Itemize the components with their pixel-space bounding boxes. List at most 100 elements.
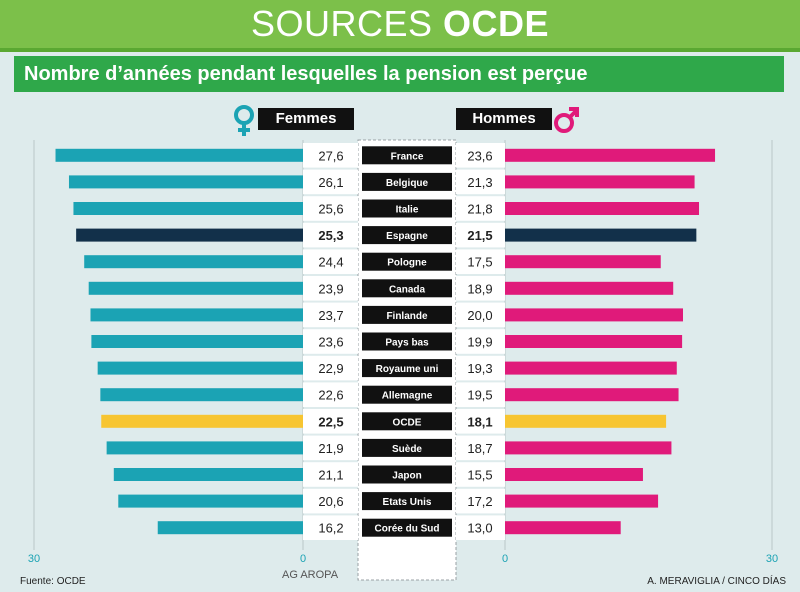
women-bar <box>84 255 303 269</box>
women-value-cell <box>303 302 358 328</box>
women-value-cell <box>303 515 358 540</box>
men-value-cell <box>456 355 505 381</box>
men-bar <box>505 441 672 455</box>
women-value-label: 22,9 <box>318 361 343 376</box>
country-label-bg <box>362 252 452 271</box>
women-value-label: 22,6 <box>318 388 343 403</box>
women-bar <box>113 468 303 481</box>
women-value-label: 23,6 <box>318 335 343 350</box>
women-bar <box>76 228 303 242</box>
men-value-label: 17,5 <box>467 255 492 270</box>
banner-rule <box>0 48 800 52</box>
country-label: Espagne <box>386 231 428 242</box>
country-label: Italie <box>396 205 419 216</box>
women-bar <box>88 281 304 295</box>
men-bar <box>505 228 697 242</box>
male-symbol-icon <box>554 107 579 133</box>
women-bar <box>101 414 303 428</box>
country-label-bg <box>362 359 452 378</box>
top-banner: SOURCES OCDE <box>0 0 800 48</box>
country-label: OCDE <box>393 417 422 428</box>
women-value-label: 25,3 <box>318 228 343 243</box>
women-bar <box>91 335 304 348</box>
country-label-bg <box>362 199 452 218</box>
men-value-cell <box>456 302 505 328</box>
women-value-cell <box>303 462 358 487</box>
men-bar <box>505 468 643 481</box>
country-label-bg <box>362 492 452 511</box>
country-label-bg <box>362 412 452 431</box>
country-label: Etats Unis <box>383 497 432 508</box>
legend-men-label: Hommes <box>456 108 552 130</box>
women-value-cell <box>303 488 358 514</box>
axis-ticks: 30 0 0 30 <box>28 553 778 565</box>
women-bar <box>90 308 304 322</box>
men-value-label: 21,5 <box>467 228 492 243</box>
men-value-cell <box>456 382 505 407</box>
country-label-bg <box>362 172 452 191</box>
men-value-label: 19,9 <box>467 335 492 350</box>
men-value-label: 18,7 <box>467 441 492 456</box>
men-bar <box>505 255 661 269</box>
banner-title: SOURCES OCDE <box>0 0 800 48</box>
women-value-label: 27,6 <box>318 148 343 163</box>
women-value-label: 24,4 <box>318 255 343 270</box>
female-symbol-icon <box>234 105 254 136</box>
country-label: Finlande <box>386 311 428 322</box>
women-value-cell <box>303 409 358 434</box>
women-value-label: 20,6 <box>318 494 343 509</box>
men-value-cell <box>456 488 505 514</box>
men-bar <box>505 494 659 508</box>
men-value-cell <box>456 435 505 461</box>
axis-tick-label: 0 <box>300 553 306 565</box>
axis-tick-label: 0 <box>502 553 508 565</box>
men-value-label: 21,8 <box>467 202 492 217</box>
men-value-label: 20,0 <box>467 308 492 323</box>
men-bar <box>505 388 679 402</box>
women-value-cell <box>303 276 358 301</box>
men-value-label: 21,3 <box>467 175 492 190</box>
men-value-label: 13,0 <box>467 521 492 536</box>
women-value-cell <box>303 329 358 354</box>
men-value-label: 23,6 <box>467 148 492 163</box>
country-label: Allemagne <box>382 391 433 402</box>
country-label: Pays bas <box>385 338 429 349</box>
women-bar <box>157 521 303 535</box>
men-bar <box>505 521 621 535</box>
men-value-cell <box>456 169 505 195</box>
country-label-bg <box>362 438 452 457</box>
men-value-cell <box>456 196 505 221</box>
source-note: Fuente: OCDE <box>20 576 86 587</box>
women-value-cell <box>303 196 358 221</box>
women-value-label: 23,7 <box>318 308 343 323</box>
women-value-label: 16,2 <box>318 521 343 536</box>
men-bar <box>505 175 695 189</box>
men-bar <box>505 148 716 162</box>
women-value-label: 21,1 <box>318 468 343 483</box>
bars <box>55 143 716 540</box>
men-value-cell <box>456 249 505 274</box>
country-label: Japon <box>392 471 421 482</box>
women-value-label: 26,1 <box>318 175 343 190</box>
women-bar <box>106 441 303 455</box>
men-value-cell <box>456 143 505 168</box>
men-bar <box>505 335 683 348</box>
men-value-cell <box>456 515 505 540</box>
men-value-label: 19,3 <box>467 361 492 376</box>
women-value-label: 22,5 <box>318 414 343 429</box>
axis-tick-label: 30 <box>766 553 778 565</box>
men-value-label: 19,5 <box>467 388 492 403</box>
country-label: Pologne <box>387 258 427 269</box>
country-label-bg <box>362 226 452 245</box>
women-value-cell <box>303 382 358 407</box>
value-labels: France 27,6 23,6 Belgique 26,1 21,3 Italie 25,6… <box>318 148 492 535</box>
women-value-label: 23,9 <box>318 281 343 296</box>
women-value-cell <box>303 143 358 168</box>
agency-note: AG AROPA <box>282 569 339 581</box>
men-value-cell <box>456 462 505 487</box>
country-label: Royaume uni <box>376 364 439 375</box>
axis-tick-label: 30 <box>28 553 40 565</box>
credit-note: A. MERAVIGLIA / CINCO DÍAS <box>647 576 786 587</box>
men-value-cell <box>456 329 505 354</box>
